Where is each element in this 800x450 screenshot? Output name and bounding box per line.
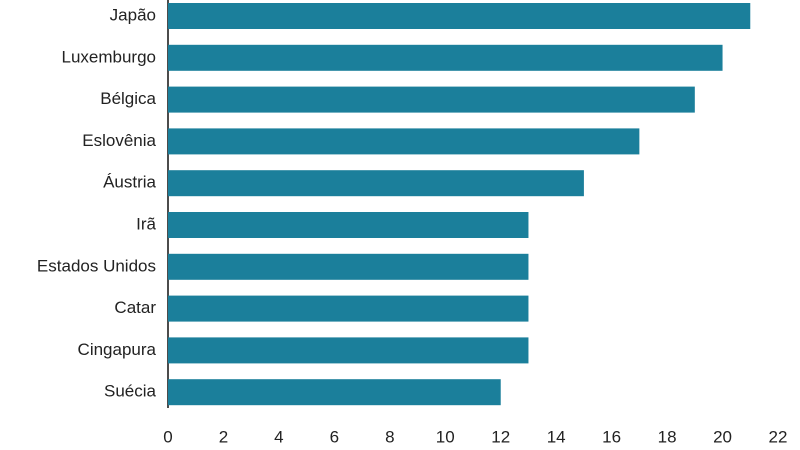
x-tick-label: 14 xyxy=(547,427,566,446)
x-tick-label: 20 xyxy=(713,427,732,446)
y-tick-label: Catar xyxy=(114,298,156,317)
x-tick-label: 22 xyxy=(769,427,788,446)
x-tick-label: 10 xyxy=(436,427,455,446)
y-tick-label: Suécia xyxy=(104,382,157,401)
y-tick-label: Áustria xyxy=(103,173,156,192)
bar xyxy=(168,337,529,364)
y-tick-label: Eslovênia xyxy=(82,131,156,150)
y-tick-label: Irã xyxy=(136,214,156,233)
x-tick-label: 4 xyxy=(274,427,283,446)
y-tick-label: Japão xyxy=(110,5,156,24)
x-tick-label: 0 xyxy=(163,427,172,446)
bar xyxy=(168,253,529,280)
y-tick-label: Estados Unidos xyxy=(37,256,156,275)
x-tick-label: 12 xyxy=(491,427,510,446)
x-tick-label: 8 xyxy=(385,427,394,446)
y-tick-label: Bélgica xyxy=(100,89,156,108)
bar xyxy=(168,170,584,197)
y-tick-label: Cingapura xyxy=(78,340,157,359)
bar xyxy=(168,295,529,322)
x-tick-label: 16 xyxy=(602,427,621,446)
bar xyxy=(168,128,640,155)
bar xyxy=(168,379,501,406)
x-tick-label: 18 xyxy=(658,427,677,446)
bar xyxy=(168,44,723,71)
bar xyxy=(168,86,695,113)
x-tick-label: 2 xyxy=(219,427,228,446)
bar xyxy=(168,212,529,238)
bar xyxy=(168,3,751,29)
y-tick-label: Luxemburgo xyxy=(61,47,156,66)
x-tick-label: 6 xyxy=(330,427,339,446)
